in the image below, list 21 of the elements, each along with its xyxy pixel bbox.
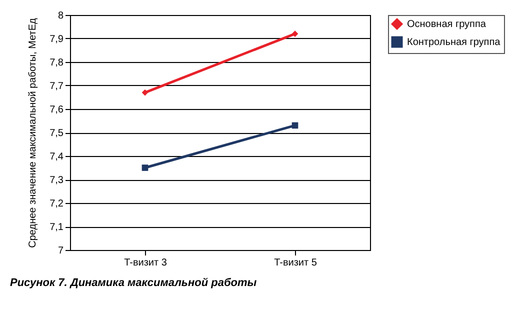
y-tick-label: 7,4 — [50, 152, 64, 162]
y-tick-label: 7 — [58, 246, 64, 256]
legend-label: Основная группа — [407, 19, 486, 30]
x-tick-label: T-визит 5 — [274, 258, 318, 268]
point — [142, 89, 148, 96]
y-tick-label: 7,3 — [50, 175, 64, 186]
legend-label: Контрольная группа — [407, 37, 501, 48]
y-tick-label: 8 — [58, 10, 64, 22]
y-tick-label: 7,7 — [50, 81, 64, 92]
y-tick-label: 7,1 — [50, 222, 64, 233]
point — [292, 30, 298, 37]
point — [142, 164, 148, 171]
point — [292, 122, 298, 129]
y-axis-title: Среднее значение максимальной работы, МетЕд — [28, 18, 39, 248]
y-tick-label: 7,2 — [50, 198, 64, 210]
y-tick-label: 7,6 — [50, 104, 64, 116]
x-tick-label: T-визит 3 — [124, 258, 168, 268]
text: Рисунок 7. Динамика максимальной работы — [10, 277, 258, 289]
y-tick-label: 7,9 — [50, 34, 64, 45]
y-tick-label: 7,8 — [50, 58, 64, 68]
y-tick-label: 7,5 — [50, 128, 64, 139]
